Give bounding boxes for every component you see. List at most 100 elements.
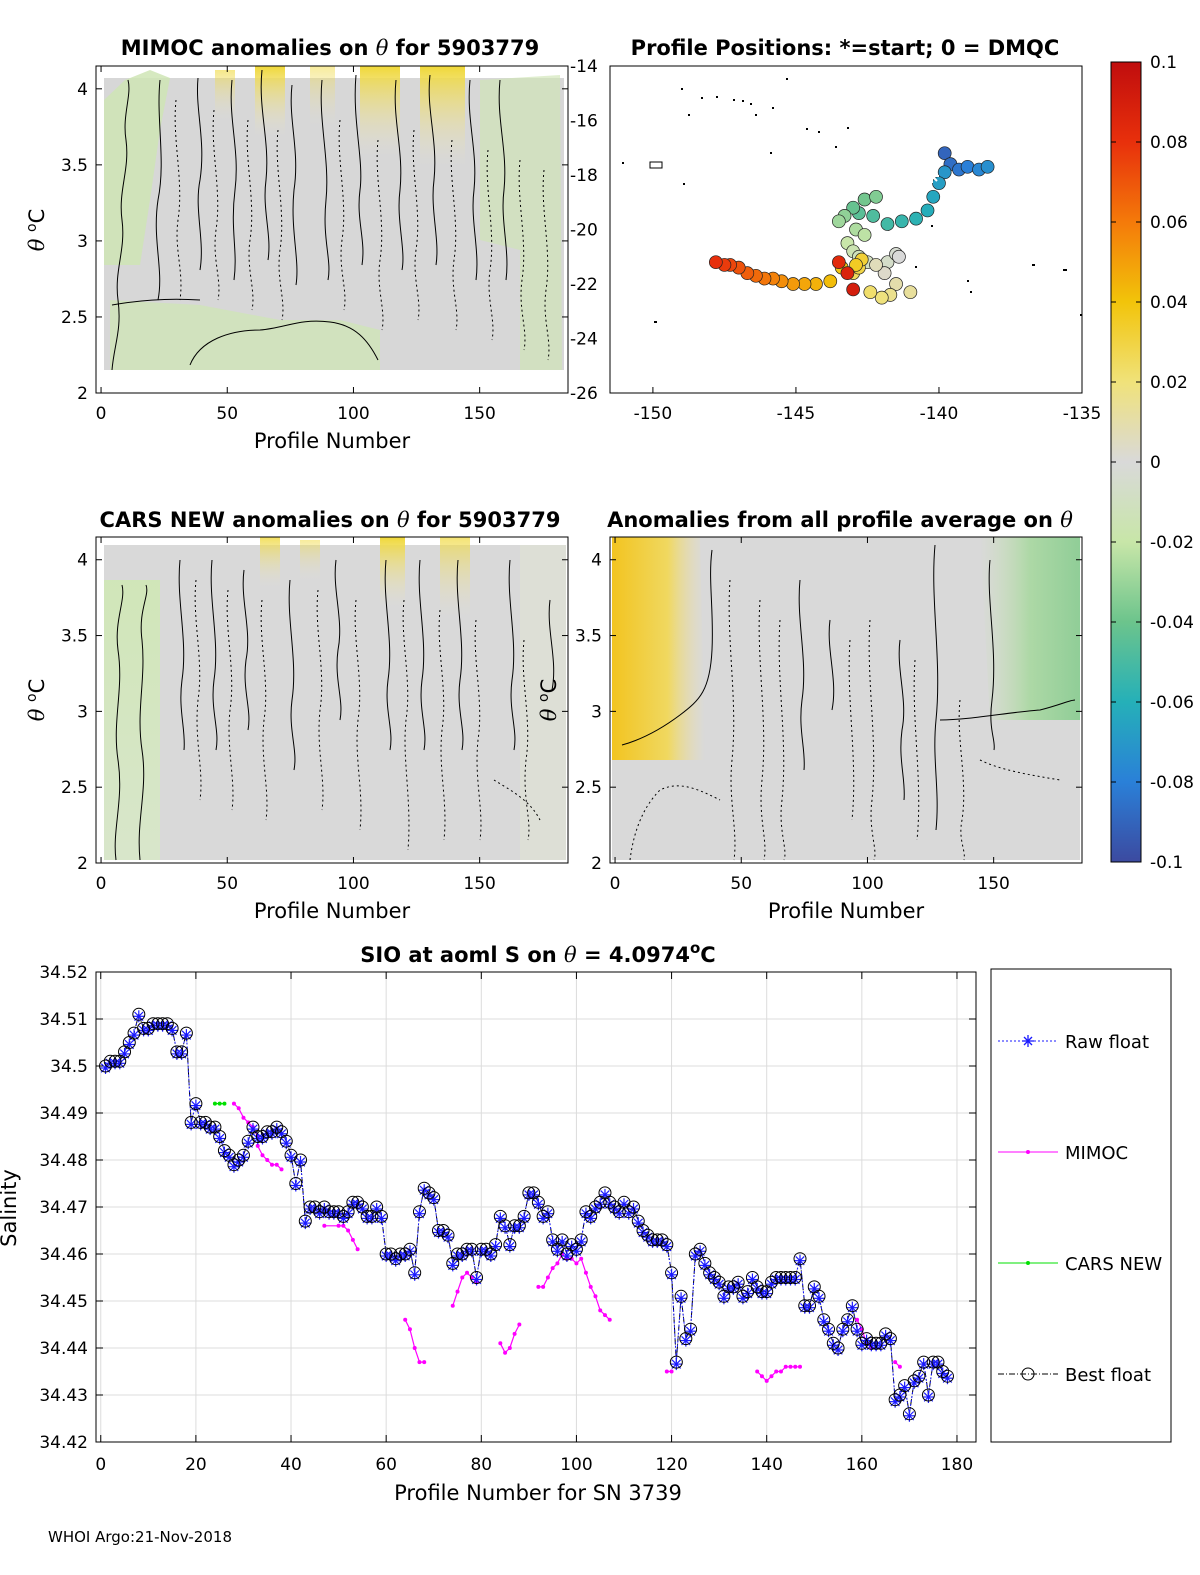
- best-float-marker: [869, 1336, 883, 1350]
- best-float-marker: [841, 1313, 855, 1327]
- mimoc-point: [355, 1247, 360, 1252]
- coastline-dots: [622, 78, 1082, 323]
- profile-marker: [857, 192, 872, 207]
- best-float-marker: [294, 1153, 308, 1167]
- salinity-panel: SIO at aoml S on θ = 4.0974oC 0 20 40 60 80 1…: [0, 939, 1172, 1505]
- best-float-marker: [788, 1271, 802, 1284]
- best-float-marker: [940, 1369, 954, 1383]
- profile-marker: [920, 203, 935, 218]
- best-float-marker: [793, 1252, 807, 1266]
- mimoc-point: [574, 1261, 579, 1266]
- lon-tick-label: -145: [777, 404, 816, 424]
- salinity-series: [99, 1007, 954, 1422]
- mimoc-heatmap: [104, 66, 564, 371]
- profile-marker: [869, 189, 883, 204]
- raw-float-line: [105, 1012, 948, 1414]
- legend-raw-float: Raw float: [998, 1032, 1149, 1053]
- mimoc-point: [579, 1256, 584, 1261]
- best-float-marker: [726, 1280, 740, 1294]
- y-tick-label: 2.5: [61, 308, 88, 328]
- profile-marker: [903, 285, 918, 300]
- best-float-marker: [270, 1120, 284, 1134]
- y-tick-label: 34.47: [39, 1198, 88, 1218]
- mimoc-point: [270, 1162, 274, 1167]
- mimoc-point: [403, 1317, 408, 1322]
- mimoc-point: [274, 1162, 279, 1167]
- cars-panel: CARS NEW anomalies on θ for 5903779: [24, 508, 569, 923]
- legend-mimoc-marker: [1026, 1150, 1030, 1154]
- mimoc-ylabel: θ oC: [24, 209, 49, 252]
- y-tick-label: 4: [77, 80, 88, 100]
- salinity-xlabel: Profile Number for SN 3739: [394, 1481, 682, 1505]
- profile-marker: [909, 211, 923, 226]
- mimoc-point: [893, 1360, 898, 1365]
- x-tick-label: 0: [610, 874, 621, 894]
- y-tick-label: 34.45: [39, 1292, 88, 1312]
- mimoc-point: [669, 1369, 674, 1374]
- x-tick-label: 140: [750, 1455, 782, 1475]
- best-float-marker: [165, 1021, 179, 1035]
- x-tick-label: 150: [977, 874, 1009, 894]
- allavg-title: Anomalies from all profile average on θ: [607, 508, 1073, 532]
- mimoc-point: [517, 1322, 522, 1327]
- cars-point: [222, 1101, 227, 1106]
- best-float-marker: [669, 1355, 683, 1369]
- mimoc-point: [236, 1106, 241, 1111]
- mimoc-point: [260, 1153, 265, 1158]
- lon-tick-label: -150: [634, 404, 673, 424]
- footer-credit: WHOI Argo:21-Nov-2018: [48, 1528, 232, 1546]
- best-float-marker: [170, 1045, 184, 1059]
- best-float-marker: [627, 1200, 641, 1214]
- best-float-marker: [907, 1374, 921, 1388]
- positions-axes: [609, 65, 1083, 394]
- colorbar-tick-label: 0: [1150, 453, 1161, 473]
- best-float-marker: [360, 1209, 374, 1223]
- best-float-marker: [826, 1336, 840, 1350]
- cars-title: CARS NEW anomalies on θ for 5903779: [100, 508, 561, 532]
- x-tick-label: 50: [216, 404, 238, 424]
- profile-marker: [849, 258, 863, 272]
- best-float-marker: [146, 1017, 160, 1031]
- best-float-marker: [536, 1209, 550, 1223]
- best-float-marker: [798, 1299, 812, 1313]
- mimoc-point: [541, 1284, 546, 1289]
- profile-marker: [840, 266, 855, 280]
- best-float-marker: [289, 1177, 303, 1190]
- x-tick-label: 20: [185, 1455, 207, 1475]
- x-tick-label: 160: [846, 1455, 878, 1475]
- best-float-marker: [403, 1242, 417, 1256]
- best-float-marker: [574, 1233, 588, 1247]
- profile-marker: [889, 277, 903, 291]
- mimoc-point: [350, 1237, 355, 1242]
- mimoc-point: [322, 1223, 327, 1228]
- mimoc-point: [759, 1374, 764, 1379]
- mimoc-point: [536, 1284, 541, 1289]
- best-float-marker: [736, 1289, 750, 1303]
- best-float-marker: [822, 1322, 836, 1336]
- best-float-marker: [460, 1242, 474, 1256]
- best-float-marker: [408, 1266, 422, 1280]
- mimoc-point: [422, 1360, 427, 1365]
- y-tick-label: 3.5: [61, 627, 88, 647]
- best-float-marker: [384, 1247, 398, 1261]
- profile-marker: [877, 266, 892, 280]
- mimoc-point: [231, 1101, 236, 1106]
- allavg-axes: [609, 536, 1083, 864]
- best-float-marker: [503, 1238, 517, 1252]
- best-float-marker: [236, 1148, 250, 1162]
- profile-marker: [831, 214, 846, 229]
- best-float-marker: [926, 1355, 940, 1369]
- x-tick-label: 80: [470, 1455, 492, 1475]
- mimoc-point: [664, 1369, 669, 1374]
- salinity-ylabel: Salinity: [0, 1169, 21, 1247]
- mimoc-point: [602, 1313, 607, 1318]
- best-float-marker: [755, 1285, 769, 1299]
- mimoc-point: [897, 1364, 902, 1369]
- y-tick-label: 34.42: [39, 1433, 88, 1453]
- best-float-marker: [688, 1247, 702, 1261]
- cars-point: [217, 1101, 222, 1106]
- best-float-marker: [665, 1266, 679, 1280]
- best-float-marker: [179, 1026, 193, 1040]
- mimoc-point: [407, 1327, 412, 1332]
- best-float-marker: [217, 1144, 231, 1158]
